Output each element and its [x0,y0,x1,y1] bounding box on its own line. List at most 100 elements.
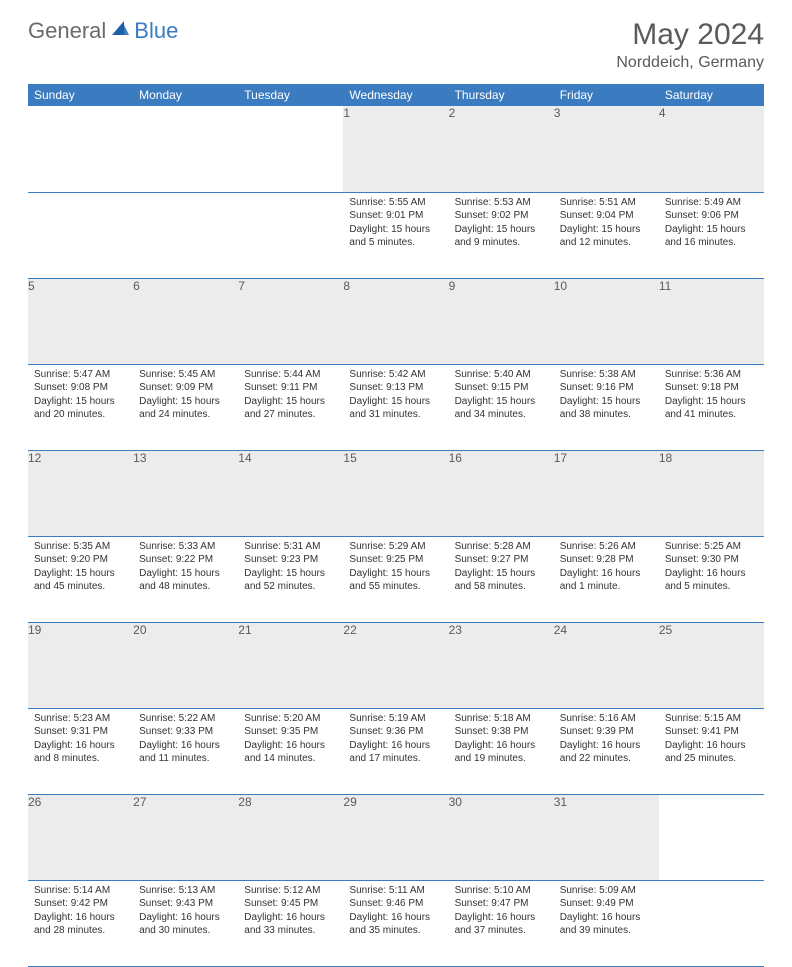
day-cell: Sunrise: 5:18 AMSunset: 9:38 PMDaylight:… [449,708,554,794]
sunset-text: Sunset: 9:01 PM [349,209,442,223]
sunset-text: Sunset: 9:15 PM [455,381,548,395]
day-content-row: Sunrise: 5:35 AMSunset: 9:20 PMDaylight:… [28,536,764,622]
day1-text: Daylight: 15 hours [560,395,653,409]
day2-text: and 25 minutes. [665,752,758,766]
day-number: 1 [343,106,448,192]
day-cell: Sunrise: 5:10 AMSunset: 9:47 PMDaylight:… [449,880,554,966]
day1-text: Daylight: 16 hours [34,739,127,753]
sunset-text: Sunset: 9:47 PM [455,897,548,911]
sunrise-text: Sunrise: 5:13 AM [139,884,232,898]
sunset-text: Sunset: 9:04 PM [560,209,653,223]
day-number: 17 [554,450,659,536]
day1-text: Daylight: 16 hours [244,739,337,753]
day-number: 19 [28,622,133,708]
day-number-row: 262728293031 [28,794,764,880]
day-number: 20 [133,622,238,708]
day1-text: Daylight: 15 hours [349,395,442,409]
day-number: 2 [449,106,554,192]
day1-text: Daylight: 15 hours [139,567,232,581]
day-cell: Sunrise: 5:55 AMSunset: 9:01 PMDaylight:… [343,192,448,278]
sunset-text: Sunset: 9:25 PM [349,553,442,567]
day1-text: Daylight: 16 hours [34,911,127,925]
sunset-text: Sunset: 9:27 PM [455,553,548,567]
sunset-text: Sunset: 9:09 PM [139,381,232,395]
sunset-text: Sunset: 9:45 PM [244,897,337,911]
sunset-text: Sunset: 9:49 PM [560,897,653,911]
day-number: 3 [554,106,659,192]
logo-text-general: General [28,18,106,44]
day-number: 27 [133,794,238,880]
day-details: Sunrise: 5:15 AMSunset: 9:41 PMDaylight:… [659,709,764,772]
day-cell: Sunrise: 5:45 AMSunset: 9:09 PMDaylight:… [133,364,238,450]
day-number: 7 [238,278,343,364]
day-number: 12 [28,450,133,536]
day-number: 31 [554,794,659,880]
sunrise-text: Sunrise: 5:19 AM [349,712,442,726]
day-cell: Sunrise: 5:29 AMSunset: 9:25 PMDaylight:… [343,536,448,622]
sunrise-text: Sunrise: 5:10 AM [455,884,548,898]
day-cell: Sunrise: 5:11 AMSunset: 9:46 PMDaylight:… [343,880,448,966]
day-number: 8 [343,278,448,364]
sunrise-text: Sunrise: 5:15 AM [665,712,758,726]
day1-text: Daylight: 16 hours [560,911,653,925]
day-cell: Sunrise: 5:15 AMSunset: 9:41 PMDaylight:… [659,708,764,794]
day-details: Sunrise: 5:28 AMSunset: 9:27 PMDaylight:… [449,537,554,600]
day2-text: and 30 minutes. [139,924,232,938]
day1-text: Daylight: 16 hours [139,739,232,753]
day1-text: Daylight: 15 hours [349,223,442,237]
sunset-text: Sunset: 9:06 PM [665,209,758,223]
day-number: 11 [659,278,764,364]
sunset-text: Sunset: 9:38 PM [455,725,548,739]
weekday-header: Saturday [659,84,764,106]
day-cell: Sunrise: 5:44 AMSunset: 9:11 PMDaylight:… [238,364,343,450]
day-number: 22 [343,622,448,708]
day-number [28,106,133,192]
sunset-text: Sunset: 9:35 PM [244,725,337,739]
day-details: Sunrise: 5:35 AMSunset: 9:20 PMDaylight:… [28,537,133,600]
day-number-row: 1234 [28,106,764,192]
day-cell [28,192,133,278]
sunset-text: Sunset: 9:23 PM [244,553,337,567]
day2-text: and 17 minutes. [349,752,442,766]
calendar-table: Sunday Monday Tuesday Wednesday Thursday… [28,84,764,967]
day-details: Sunrise: 5:36 AMSunset: 9:18 PMDaylight:… [659,365,764,428]
day-number [238,106,343,192]
sunrise-text: Sunrise: 5:51 AM [560,196,653,210]
sunrise-text: Sunrise: 5:16 AM [560,712,653,726]
day-details: Sunrise: 5:49 AMSunset: 9:06 PMDaylight:… [659,193,764,256]
day1-text: Daylight: 15 hours [34,567,127,581]
day2-text: and 11 minutes. [139,752,232,766]
day-cell: Sunrise: 5:31 AMSunset: 9:23 PMDaylight:… [238,536,343,622]
day-cell: Sunrise: 5:51 AMSunset: 9:04 PMDaylight:… [554,192,659,278]
day-number: 21 [238,622,343,708]
day-details: Sunrise: 5:12 AMSunset: 9:45 PMDaylight:… [238,881,343,944]
sunset-text: Sunset: 9:31 PM [34,725,127,739]
day-cell: Sunrise: 5:22 AMSunset: 9:33 PMDaylight:… [133,708,238,794]
day1-text: Daylight: 15 hours [455,223,548,237]
day-cell: Sunrise: 5:20 AMSunset: 9:35 PMDaylight:… [238,708,343,794]
day-number: 25 [659,622,764,708]
day-details: Sunrise: 5:19 AMSunset: 9:36 PMDaylight:… [343,709,448,772]
weekday-header: Friday [554,84,659,106]
day2-text: and 9 minutes. [455,236,548,250]
day-number: 26 [28,794,133,880]
sunrise-text: Sunrise: 5:44 AM [244,368,337,382]
day-cell: Sunrise: 5:26 AMSunset: 9:28 PMDaylight:… [554,536,659,622]
day2-text: and 55 minutes. [349,580,442,594]
sunset-text: Sunset: 9:16 PM [560,381,653,395]
day-cell: Sunrise: 5:53 AMSunset: 9:02 PMDaylight:… [449,192,554,278]
day-cell [133,192,238,278]
sunset-text: Sunset: 9:42 PM [34,897,127,911]
weekday-header: Tuesday [238,84,343,106]
day-cell: Sunrise: 5:19 AMSunset: 9:36 PMDaylight:… [343,708,448,794]
day1-text: Daylight: 15 hours [455,395,548,409]
day2-text: and 33 minutes. [244,924,337,938]
day-number: 14 [238,450,343,536]
day-cell: Sunrise: 5:35 AMSunset: 9:20 PMDaylight:… [28,536,133,622]
header: General Blue May 2024 Norddeich, Germany [28,18,764,72]
day1-text: Daylight: 16 hours [349,911,442,925]
day-cell: Sunrise: 5:28 AMSunset: 9:27 PMDaylight:… [449,536,554,622]
day-details: Sunrise: 5:42 AMSunset: 9:13 PMDaylight:… [343,365,448,428]
sunrise-text: Sunrise: 5:11 AM [349,884,442,898]
day-details: Sunrise: 5:25 AMSunset: 9:30 PMDaylight:… [659,537,764,600]
